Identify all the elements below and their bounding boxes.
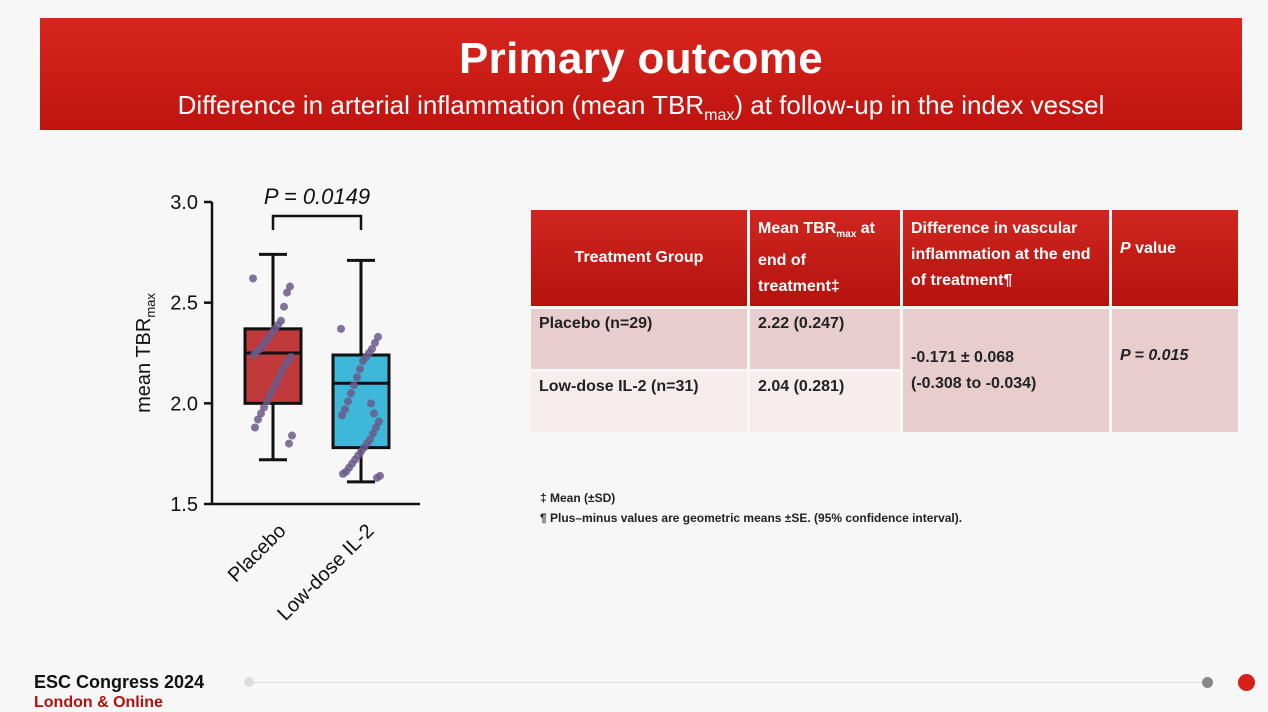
data-point [359,357,367,366]
cell-p-value: P = 0.015 [1112,309,1238,433]
congress-brand: ESC Congress 2024 [34,672,205,692]
data-point [283,288,291,297]
data-point [374,332,382,341]
data-point [373,473,381,482]
congress-location: London & Online [34,694,163,711]
y-axis-label: mean TBRmax [133,293,158,413]
cell-mean-il2: 2.04 (0.281) [750,372,900,433]
data-point [372,423,380,432]
progress-dot-start [244,677,254,687]
cell-difference: -0.171 ± 0.068 (-0.308 to -0.034) [903,309,1109,433]
data-point [263,397,271,406]
data-point [353,373,361,382]
footnotes: ‡ Mean (±SD) ¶ Plus–minus values are geo… [540,488,962,528]
data-point [286,282,294,291]
header-mean-tbr: Mean TBRmax at end of treatment‡ [750,210,900,307]
results-table: Treatment Group Mean TBRmax at end of tr… [528,207,1241,435]
data-point [356,365,364,374]
data-point [341,405,349,414]
y-tick-label: 1.5 [170,494,198,516]
data-point [281,361,289,370]
data-point [251,423,259,432]
significance-bracket [271,214,363,230]
header-treatment-group: Treatment Group [531,210,747,307]
y-tick-label: 2.0 [170,393,198,415]
table-row: Placebo (n=29) 2.22 (0.247) -0.171 ± 0.0… [531,309,1238,433]
data-point [275,373,283,382]
data-point [249,274,257,283]
data-point [338,411,346,420]
data-point [375,417,383,426]
data-point [257,409,265,418]
footnote-plusminus: ¶ Plus–minus values are geometric means … [540,511,963,525]
cell-group-placebo: Placebo (n=29) [531,309,747,370]
data-point [370,409,378,418]
data-point [288,431,296,440]
data-point [278,367,286,376]
data-point [266,391,274,400]
x-category-label: Placebo [224,520,291,587]
data-point [339,469,347,478]
data-point [367,399,375,408]
data-point [272,379,280,388]
data-point [337,324,345,333]
data-point [280,302,288,311]
data-point [269,385,277,394]
y-tick-label: 3.0 [170,192,198,214]
data-point [285,439,293,448]
y-tick-label: 2.5 [170,293,198,315]
slide-title: Primary outcome [459,34,823,83]
progress-line [250,682,1202,683]
data-point [250,351,258,360]
data-point [344,397,352,406]
cell-group-il2: Low-dose IL-2 (n=31) [531,372,747,433]
title-banner: Primary outcome Difference in arterial i… [40,18,1242,130]
cell-mean-placebo: 2.22 (0.247) [750,309,900,370]
data-point [347,389,355,398]
p-value-annotation: P = 0.0149 [264,184,370,209]
progress-dot-current [1238,674,1255,691]
header-p-value: P value [1112,210,1238,307]
data-point [350,381,358,390]
progress-dot [1202,677,1213,688]
data-point [254,415,262,424]
table-row: Low-dose IL-2 (n=31) 2.04 (0.281) [531,372,1238,433]
data-point [369,429,377,438]
data-point [260,403,268,412]
table-header-row: Treatment Group Mean TBRmax at end of tr… [531,210,1238,307]
header-difference: Difference in vascular inflammation at t… [903,210,1109,307]
slide-subtitle: Difference in arterial inflammation (mea… [177,90,1105,125]
data-point [371,338,379,347]
footnote-mean: ‡ Mean (±SD) [540,491,616,505]
